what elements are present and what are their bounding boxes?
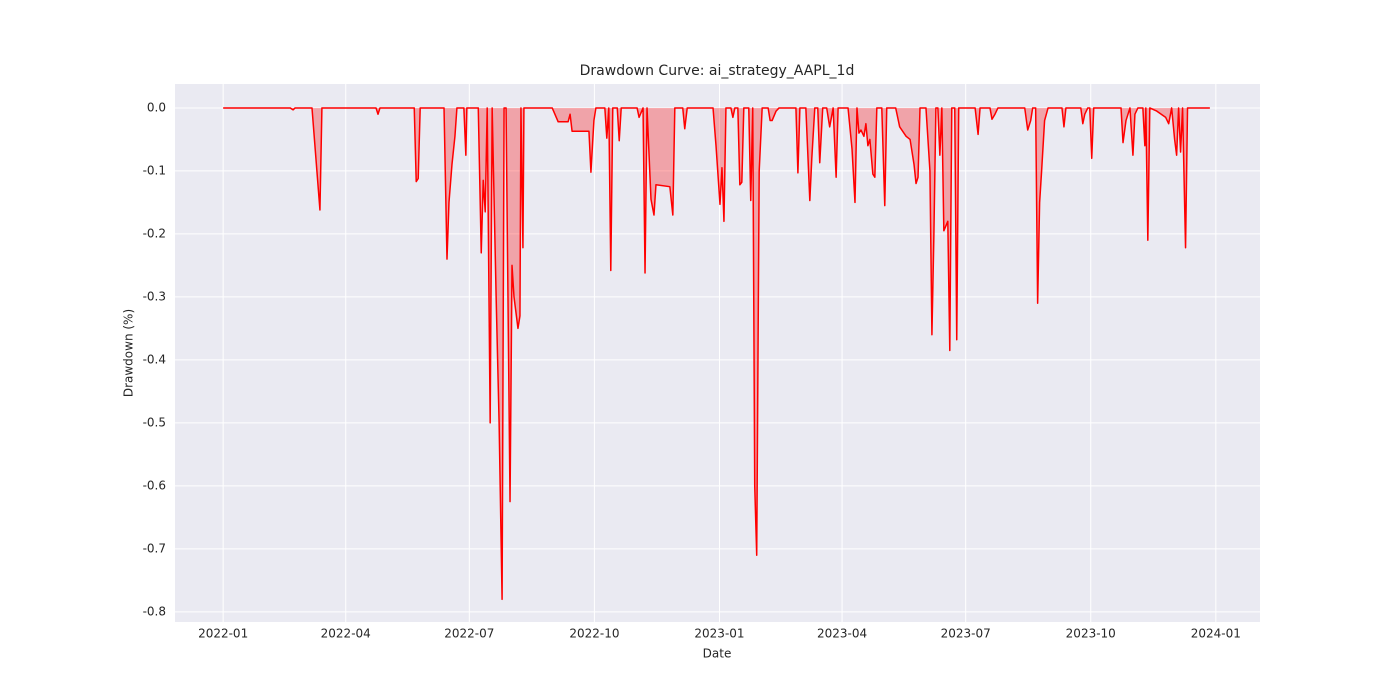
x-tick-label: 2023-04 — [817, 627, 867, 641]
y-axis-label: Drawdown (%) — [122, 309, 136, 397]
y-tick-label: -0.1 — [143, 163, 166, 177]
y-tick-label: -0.6 — [143, 478, 166, 492]
y-tick-label: 0.0 — [147, 100, 166, 114]
drawdown-line — [223, 107, 1210, 601]
y-tick-label: -0.2 — [143, 226, 166, 240]
x-tick-label: 2024-01 — [1191, 627, 1241, 641]
chart-title: Drawdown Curve: ai_strategy_AAPL_1d — [580, 63, 855, 79]
x-tick-label: 2023-10 — [1066, 627, 1116, 641]
y-tick-label: -0.7 — [143, 541, 166, 555]
x-tick-label: 2023-07 — [941, 627, 991, 641]
x-tick-label: 2022-01 — [198, 627, 248, 641]
x-tick-label: 2022-04 — [321, 627, 371, 641]
y-tick-label: -0.3 — [143, 289, 166, 303]
x-tick-label: 2022-07 — [444, 627, 494, 641]
y-tick-label: -0.4 — [143, 352, 166, 366]
y-tick-label: -0.8 — [143, 604, 166, 618]
x-tick-label: 2022-10 — [569, 627, 619, 641]
x-axis-label: Date — [703, 647, 732, 661]
x-tick-label: 2023-01 — [694, 627, 744, 641]
y-tick-label: -0.5 — [143, 415, 166, 429]
